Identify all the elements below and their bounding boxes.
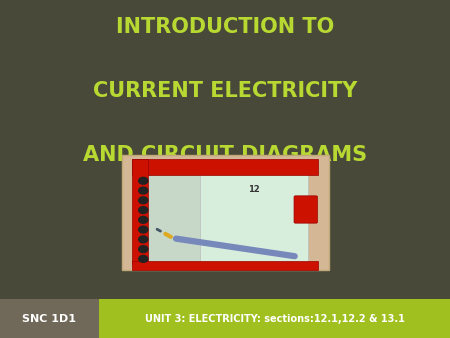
FancyBboxPatch shape: [294, 196, 317, 223]
Bar: [132, 159, 318, 175]
Text: SNC 1D1: SNC 1D1: [22, 314, 76, 323]
Circle shape: [139, 207, 148, 214]
Bar: [122, 155, 328, 270]
Text: INTRODUCTION TO: INTRODUCTION TO: [116, 17, 334, 37]
Circle shape: [139, 187, 148, 194]
Bar: [200, 169, 308, 264]
Text: CURRENT ELECTRICITY: CURRENT ELECTRICITY: [93, 81, 357, 101]
Circle shape: [139, 177, 148, 184]
Text: 12: 12: [248, 186, 260, 194]
Circle shape: [139, 216, 148, 223]
Circle shape: [139, 226, 148, 233]
Text: UNIT 3: ELECTRICITY: sections:12.1,12.2 & 13.1: UNIT 3: ELECTRICITY: sections:12.1,12.2 …: [144, 314, 405, 323]
Circle shape: [139, 236, 148, 243]
Circle shape: [139, 256, 148, 262]
Bar: [0, 299, 99, 338]
Bar: [132, 159, 148, 264]
Bar: [99, 299, 450, 338]
Circle shape: [139, 246, 148, 252]
Circle shape: [139, 197, 148, 204]
Text: AND CIRCUIT DIAGRAMS: AND CIRCUIT DIAGRAMS: [83, 145, 367, 165]
Bar: [138, 172, 217, 264]
Bar: [132, 261, 318, 270]
